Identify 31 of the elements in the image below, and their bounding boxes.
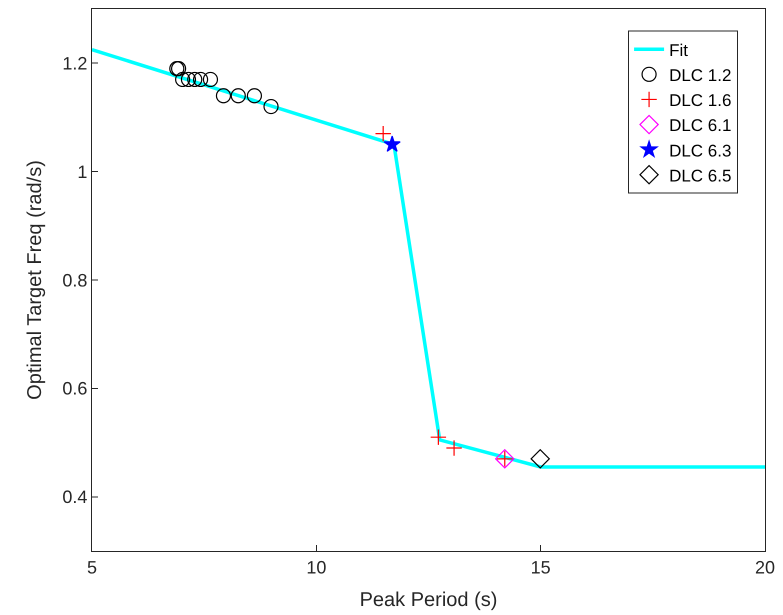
point xyxy=(446,440,462,456)
x-tick-label: 5 xyxy=(86,558,98,578)
point xyxy=(263,98,279,114)
point xyxy=(180,72,196,88)
point xyxy=(384,136,401,152)
point xyxy=(230,88,246,104)
point xyxy=(216,88,232,104)
x-axis-title: Peak Period (s) xyxy=(360,589,498,612)
y-tick-label: 1 xyxy=(77,162,88,182)
y-tick-label: 0.4 xyxy=(62,487,88,508)
y-tick-label: 0.6 xyxy=(62,378,88,399)
point xyxy=(530,449,550,469)
legend-label: Fit xyxy=(669,40,688,60)
x-tick-label: 10 xyxy=(306,558,326,578)
y-tick-label: 0.8 xyxy=(62,270,88,290)
legend-label: DLC 6.1 xyxy=(669,116,732,136)
point xyxy=(187,72,202,88)
point xyxy=(430,428,447,446)
point xyxy=(246,88,262,104)
x-tick-label: 20 xyxy=(754,558,776,578)
legend-label: DLC 1.2 xyxy=(669,66,732,85)
y-axis-title: Optimal Target Freq (rad/s) xyxy=(24,160,46,400)
legend-label: DLC 6.3 xyxy=(669,141,732,160)
point xyxy=(202,72,218,88)
point xyxy=(175,72,190,88)
legend-label: DLC 1.6 xyxy=(669,91,732,110)
point xyxy=(192,72,208,88)
x-tick-label: 15 xyxy=(530,558,551,578)
y-tick-label: 1.2 xyxy=(62,54,88,74)
point xyxy=(374,125,392,142)
legend-label: DLC 6.5 xyxy=(669,166,732,186)
